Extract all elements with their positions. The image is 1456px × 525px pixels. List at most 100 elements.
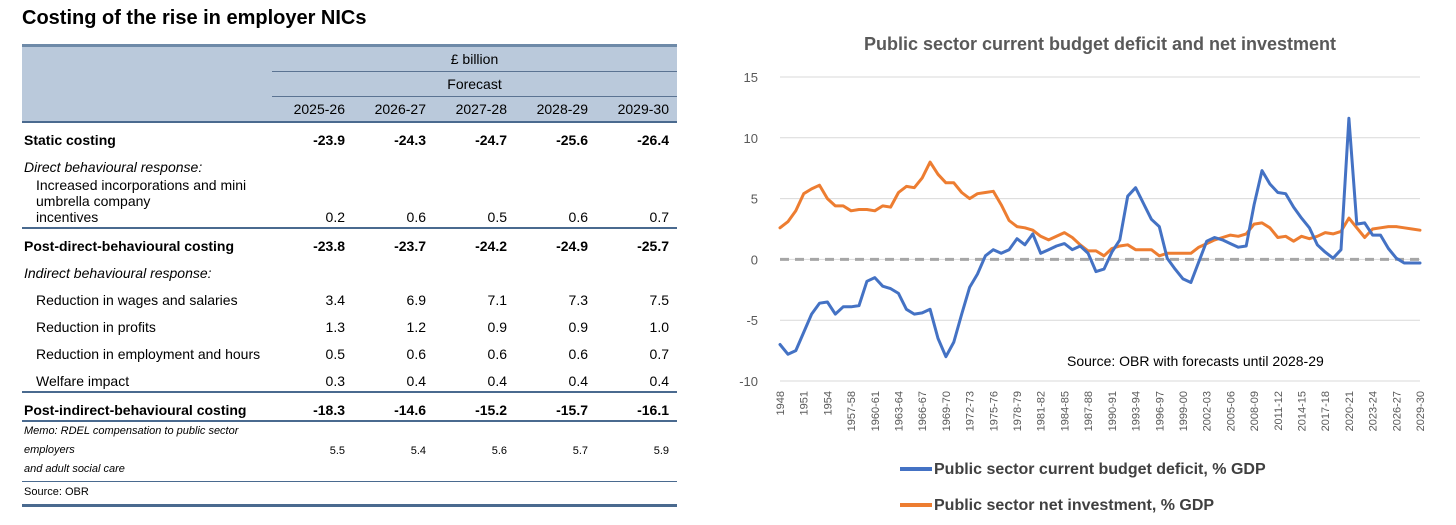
- cell-value: -14.6: [353, 391, 434, 421]
- x-tick-label: 1975-76: [988, 391, 1000, 431]
- cell-value: -24.9: [515, 227, 596, 256]
- x-tick-label: 1966-67: [917, 391, 929, 431]
- legend-label: Public sector current budget deficit, % …: [934, 461, 1266, 478]
- table-row: Increased incorporations and mini umbrel…: [22, 177, 677, 228]
- unit-header: £ billion: [272, 45, 677, 72]
- cell-value: 0.6: [406, 346, 426, 362]
- deficit-investment-chart: Public sector current budget deficit and…: [730, 20, 1440, 525]
- cell-value: 5.6: [434, 420, 515, 482]
- static-costing-row: Static costing -23.9 -24.3 -24.7 -25.6 -26.4: [22, 122, 677, 150]
- x-tick-label: 2029-30: [1415, 391, 1427, 431]
- cell-value: 0.7: [649, 209, 669, 225]
- cell-value: 1.2: [406, 319, 426, 335]
- x-tick-label: 1951: [799, 391, 811, 415]
- x-tick-label: 2020-21: [1344, 391, 1356, 431]
- year-header: 2028-29: [515, 96, 596, 123]
- cell-value: 0.5: [487, 209, 507, 225]
- y-tick-label: -10: [739, 374, 758, 389]
- x-tick-label: 1978-79: [1012, 391, 1024, 431]
- table-body: £ billion Forecast 2025-26 2026-27 2027-…: [22, 45, 677, 507]
- table-row: Reduction in wages and salaries 3.4 6.9 7.1…: [22, 283, 677, 310]
- table-source: Source: OBR: [22, 481, 677, 507]
- row-label: Post-direct-behavioural costing: [22, 227, 272, 256]
- header-blank: [22, 45, 272, 72]
- source-row: Source: OBR: [22, 481, 677, 507]
- cell-value: 0.9: [487, 319, 507, 335]
- cell-value: 0.4: [568, 373, 588, 389]
- x-tick-label: 1963-64: [894, 391, 906, 431]
- cell-value: 0.7: [649, 346, 669, 362]
- cell-value: 0.2: [325, 209, 345, 225]
- y-tick-label: -5: [746, 313, 758, 328]
- header-blank: [22, 96, 272, 123]
- forecast-header: Forecast: [272, 71, 677, 97]
- cell-value: -16.1: [596, 391, 677, 421]
- cell-value: 0.4: [487, 373, 507, 389]
- cell-value: -24.7: [475, 132, 507, 148]
- x-tick-label: 1969-70: [941, 391, 953, 431]
- cell-value: -23.9: [313, 132, 345, 148]
- year-header: 2029-30: [596, 96, 677, 123]
- cell-value: 0.6: [406, 209, 426, 225]
- x-tick-label: 1993-94: [1131, 391, 1143, 431]
- y-tick-label: 0: [751, 252, 758, 267]
- cell-value: 0.9: [568, 319, 588, 335]
- memo-row: Memo: RDEL compensation to public sector…: [22, 420, 677, 482]
- row-label: Reduction in employment and hours: [36, 346, 261, 362]
- cell-value: -24.3: [394, 132, 426, 148]
- header-blank: [22, 71, 272, 97]
- x-tick-label: 1981-82: [1036, 391, 1048, 431]
- table-row: Welfare impact 0.3 0.4 0.4 0.4 0.4: [22, 364, 677, 392]
- cell-value: 5.9: [596, 420, 677, 482]
- cell-value: -18.3: [272, 391, 353, 421]
- cell-value: 5.4: [353, 420, 434, 482]
- section-label-row: Indirect behavioural response:: [22, 256, 677, 283]
- x-tick-label: 2026-27: [1391, 391, 1403, 431]
- cell-value: 0.4: [649, 373, 669, 389]
- row-label: Increased incorporations and mini umbrel…: [36, 177, 247, 225]
- cell-value: -25.7: [596, 227, 677, 256]
- x-tick-label: 1990-91: [1107, 391, 1119, 431]
- cell-value: -26.4: [637, 132, 669, 148]
- x-tick-label: 2017-18: [1320, 391, 1332, 431]
- table-title: Costing of the rise in employer NICs: [22, 7, 367, 29]
- row-label: Static costing: [24, 132, 116, 148]
- x-tick-label: 1987-88: [1083, 391, 1095, 431]
- cell-value: -23.8: [272, 227, 353, 256]
- post-direct-costing-row: Post-direct-behavioural costing -23.8 -23.…: [22, 227, 677, 256]
- cell-value: 7.3: [568, 292, 588, 308]
- x-tick-label: 1999-00: [1178, 391, 1190, 431]
- row-label: Post-indirect-behavioural costing: [22, 391, 272, 421]
- row-label: Welfare impact: [36, 373, 130, 389]
- cell-value: 7.1: [487, 292, 507, 308]
- year-header: 2026-27: [353, 96, 434, 123]
- cell-value: -15.7: [515, 391, 596, 421]
- deficit-series-line: [778, 116, 1422, 359]
- cell-value: 6.9: [406, 292, 426, 308]
- cell-value: 7.5: [649, 292, 669, 308]
- chart-title: Public sector current budget deficit and…: [864, 34, 1336, 54]
- table-header-unit-row: £ billion: [22, 45, 677, 72]
- x-tick-label: 1957-58: [846, 391, 858, 431]
- cell-value: -15.2: [434, 391, 515, 421]
- cell-value: 0.3: [325, 373, 345, 389]
- x-tick-label: 2005-06: [1225, 391, 1237, 431]
- cell-value: 1.0: [649, 319, 669, 335]
- cell-value: 0.4: [406, 373, 426, 389]
- chart-annotation: Source: OBR with forecasts until 2028-29: [1067, 353, 1324, 369]
- x-tick-label: 2002-03: [1202, 391, 1214, 431]
- nics-costing-table: £ billion Forecast 2025-26 2026-27 2027-…: [22, 44, 677, 507]
- cell-value: -24.2: [434, 227, 515, 256]
- year-header: 2025-26: [272, 96, 353, 123]
- y-tick-label: 10: [744, 131, 758, 146]
- cell-value: 1.3: [325, 319, 345, 335]
- x-tick-label: 1960-61: [870, 391, 882, 431]
- cell-value: 0.6: [487, 346, 507, 362]
- cell-value: 5.7: [515, 420, 596, 482]
- year-header: 2027-28: [434, 96, 515, 123]
- post-indirect-costing-row: Post-indirect-behavioural costing -18.3 -1…: [22, 391, 677, 421]
- x-tick-label: 2023-24: [1368, 391, 1380, 431]
- investment-series-line: [778, 160, 1422, 258]
- cell-value: -25.6: [556, 132, 588, 148]
- cell-value: 5.5: [272, 420, 353, 482]
